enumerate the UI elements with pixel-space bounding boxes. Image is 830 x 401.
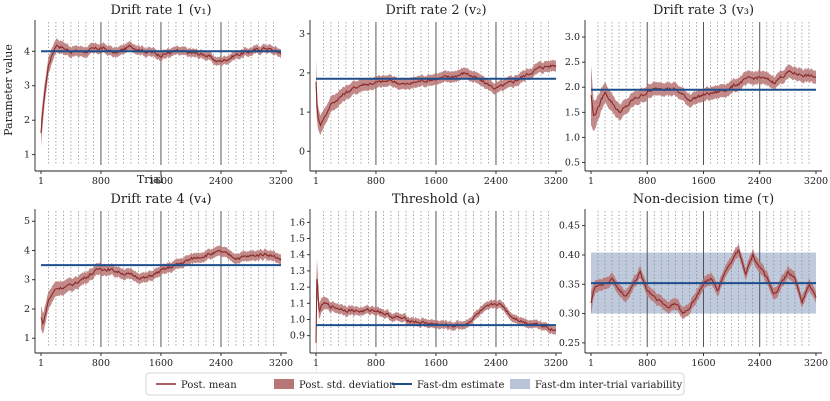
posterior-mean-line: [315, 64, 557, 128]
panel-title: Drift rate 2 (v₂): [385, 3, 486, 18]
x-tick-label: 2400: [484, 176, 508, 187]
x-tick-label: 1: [588, 176, 594, 187]
y-tick-label: 1: [299, 107, 305, 118]
legend-frame: [145, 372, 685, 396]
x-tick-label: 2400: [209, 176, 233, 187]
legend-item-mean: Post. mean: [156, 380, 237, 391]
x-tick-label: 1600: [691, 358, 715, 369]
panel-2: Drift rate 2 (v₂) 0 1 2 3 1 800 1600 2400 3200: [299, 3, 568, 187]
y-tick-label: 0.9: [290, 331, 305, 342]
posterior-mean-line: [590, 69, 817, 117]
panel-title: Drift rate 4 (v₄): [110, 192, 211, 207]
x-tick-label: 3200: [269, 358, 293, 369]
y-tick-label: 1.6: [290, 217, 305, 228]
x-tick-label: 3200: [804, 358, 828, 369]
posterior-sd-band: [41, 38, 281, 147]
legend-label-variability: Fast-dm inter-trial variability: [535, 380, 682, 391]
y-tick-label: 1.2: [290, 282, 305, 293]
x-tick-label: 3200: [804, 176, 828, 187]
posterior-sd-band: [316, 58, 556, 136]
panel-6: Non-decision time (τ) 0.25 0.30 0.35 0.40 0.4…: [559, 192, 828, 369]
x-tick-label: 3200: [544, 176, 568, 187]
y-tick-label: 1: [24, 150, 30, 161]
y-axis-label: Parameter value: [2, 44, 15, 136]
posterior-sd-band: [591, 244, 816, 320]
x-tick-label: 800: [92, 358, 110, 369]
x-tick-label: 800: [367, 176, 385, 187]
y-tick-label: 1.3: [290, 266, 305, 277]
x-tick-label: 1600: [149, 176, 173, 187]
legend: Post. mean Post. std. deviation Fast-dm …: [145, 372, 685, 396]
y-tick-label: 2.0: [565, 82, 580, 93]
y-tick-label: 0.5: [565, 157, 580, 168]
y-tick-label: 1.4: [290, 250, 305, 261]
y-tick-label: 3: [24, 81, 30, 92]
panel-title: Non-decision time (τ): [633, 192, 774, 207]
panel-title: Threshold (a): [392, 192, 480, 207]
y-tick-label: 3: [299, 29, 305, 40]
legend-swatch-sd: [274, 379, 294, 389]
y-tick-label: 1.0: [565, 132, 580, 143]
legend-item-fastdm: Fast-dm estimate: [392, 380, 505, 391]
y-tick-label: 1.0: [290, 314, 305, 325]
x-tick-label: 1: [313, 176, 319, 187]
y-tick-label: 1: [24, 333, 30, 344]
posterior-mean-line: [315, 278, 557, 343]
legend-label-fastdm: Fast-dm estimate: [417, 380, 505, 391]
x-tick-label: 2400: [748, 176, 772, 187]
x-tick-label: 2400: [748, 358, 772, 369]
panel-1: Drift rate 1 (v₁) 1 2 3 4 1 800 1600 2400 3200: [24, 3, 293, 187]
x-tick-label: 800: [92, 176, 110, 187]
x-tick-label: 800: [638, 176, 656, 187]
y-tick-label: 0.40: [559, 250, 580, 261]
panel-3: Drift rate 3 (v₃) 0.5 1.0 1.5 2.0 2.5 3.0 1 800 1…: [565, 3, 828, 187]
y-tick-label: 2: [24, 304, 30, 315]
legend-item-sd: Post. std. deviation: [274, 379, 396, 391]
y-tick-label: 3: [24, 275, 30, 286]
posterior-sd-band: [41, 245, 281, 334]
legend-swatch-variability: [510, 379, 530, 389]
x-tick-label: 1600: [424, 176, 448, 187]
y-tick-label: 5: [24, 216, 30, 227]
y-tick-label: 0.45: [559, 221, 580, 232]
x-tick-label: 1600: [149, 358, 173, 369]
y-tick-label: 2.5: [565, 57, 580, 68]
x-tick-label: 2400: [209, 358, 233, 369]
x-axis-label: Trial: [137, 173, 164, 186]
y-tick-label: 4: [24, 245, 30, 256]
y-tick-label: 1.5: [290, 234, 305, 245]
posterior-mean-line: [40, 249, 282, 326]
posterior-sd-band: [591, 64, 816, 132]
y-tick-label: 2: [24, 115, 30, 126]
y-tick-label: 0.30: [559, 309, 580, 320]
y-tick-label: 3.0: [565, 32, 580, 43]
y-tick-label: 0.25: [559, 338, 580, 349]
x-tick-label: 1600: [424, 358, 448, 369]
legend-label-sd: Post. std. deviation: [299, 380, 396, 391]
y-tick-label: 1.5: [565, 107, 580, 118]
y-tick-label: 2: [299, 68, 305, 79]
y-tick-label: 0.35: [559, 279, 580, 290]
legend-label-mean: Post. mean: [181, 380, 237, 391]
x-tick-label: 1: [588, 358, 594, 369]
x-tick-label: 1: [38, 176, 44, 187]
y-tick-label: 0: [299, 146, 305, 157]
y-tick-label: 1.1: [290, 298, 305, 309]
x-tick-label: 1: [313, 358, 319, 369]
x-tick-label: 3200: [269, 176, 293, 187]
x-tick-label: 2400: [484, 358, 508, 369]
y-tick-label: 4: [24, 46, 30, 57]
x-tick-label: 3200: [544, 358, 568, 369]
panel-title: Drift rate 1 (v₁): [110, 3, 211, 18]
panel-5: Threshold (a) 0.9 1.0 1.1 1.2 1.3 1.4 1.5 1.6 1 80…: [290, 192, 568, 392]
x-tick-label: 800: [367, 358, 385, 369]
x-tick-label: 1: [38, 358, 44, 369]
x-tick-label: 1600: [691, 176, 715, 187]
x-tick-label: 800: [638, 358, 656, 369]
panel-title: Drift rate 3 (v₃): [653, 3, 754, 18]
legend-item-variability: Fast-dm inter-trial variability: [510, 379, 682, 391]
panel-4: Drift rate 4 (v₄) 1 2 3 4 5 1 800 1600 2400 3200: [24, 192, 293, 369]
